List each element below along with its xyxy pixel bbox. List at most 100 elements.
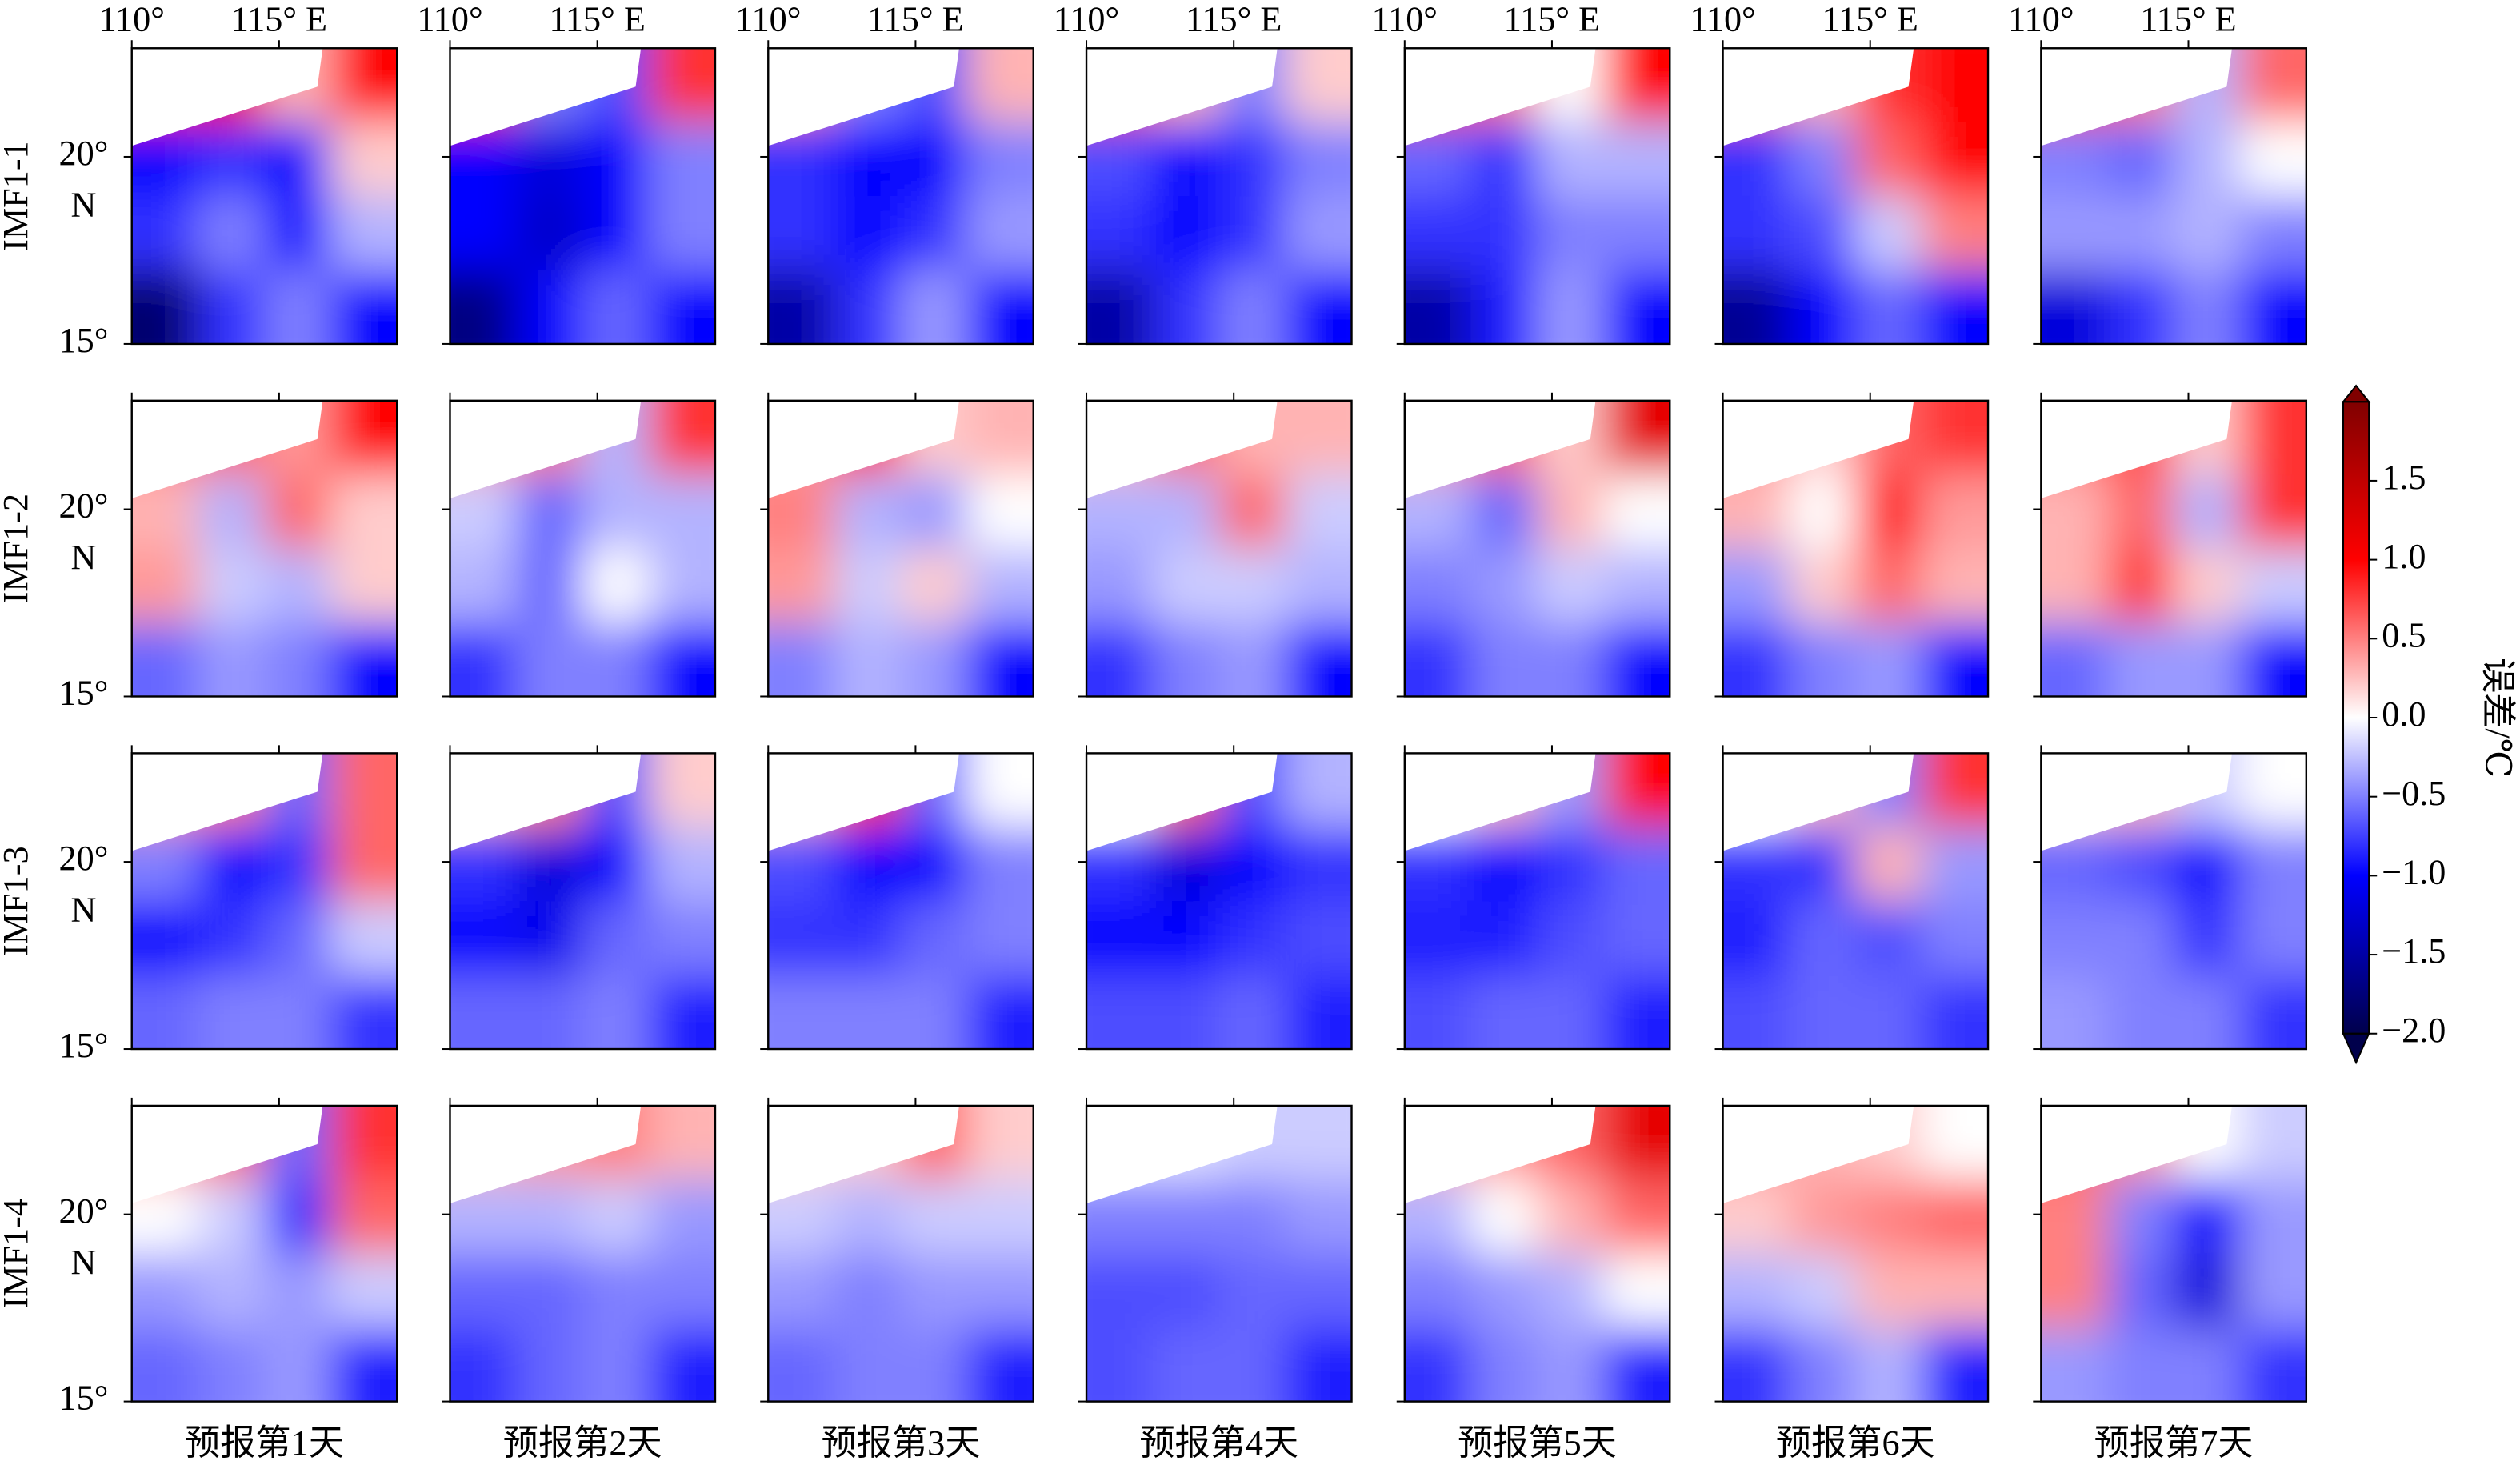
- cell: [966, 122, 1034, 197]
- panel-frame: [2040, 47, 2308, 346]
- land: [1404, 48, 1596, 146]
- cell: [1285, 1327, 1352, 1402]
- cell: [966, 1105, 1034, 1180]
- cell: [1922, 122, 1989, 197]
- panel: [131, 753, 398, 1050]
- cell: [1855, 122, 1922, 197]
- cell: [1152, 474, 1219, 549]
- cell: [1285, 1105, 1352, 1180]
- cell: [2239, 1253, 2306, 1328]
- land: [1086, 48, 1278, 146]
- cell: [1537, 1253, 1604, 1328]
- cell: [901, 1253, 967, 1328]
- column-label: 预报第7天: [2094, 1423, 2254, 1463]
- cell: [1855, 548, 1922, 623]
- cell: [2174, 270, 2240, 344]
- cell: [1404, 270, 1471, 344]
- cell: [1537, 196, 1604, 270]
- land: [131, 753, 323, 851]
- panel-frame: [1722, 399, 1990, 698]
- cell: [768, 1253, 835, 1328]
- land: [1722, 753, 1914, 851]
- cell: [1152, 827, 1219, 902]
- cell: [901, 1327, 967, 1402]
- cell: [516, 975, 583, 1050]
- cell: [901, 1179, 967, 1254]
- cell: [2174, 1253, 2240, 1328]
- cell: [1285, 474, 1352, 549]
- cell: [1086, 270, 1153, 344]
- cell: [2107, 901, 2174, 975]
- panel: [450, 48, 715, 344]
- cell: [582, 1327, 650, 1402]
- cell: [649, 548, 715, 623]
- cell: [834, 122, 902, 197]
- cell: [131, 622, 198, 697]
- cell: [2239, 400, 2306, 475]
- land: [131, 48, 323, 146]
- x-tick-label: 110°: [99, 0, 165, 38]
- panel-frame: [767, 47, 1034, 346]
- cell: [1789, 122, 1856, 197]
- cell: [1285, 753, 1352, 827]
- cell: [2041, 622, 2108, 697]
- land: [768, 753, 959, 851]
- cell: [330, 622, 398, 697]
- panel-frame: [1403, 752, 1671, 1051]
- cell: [1404, 1253, 1471, 1328]
- cell: [1404, 548, 1471, 623]
- cell: [901, 196, 967, 270]
- x-tick-label: 110°: [1690, 0, 1755, 38]
- cell: [131, 196, 198, 270]
- cell: [1789, 1327, 1856, 1402]
- cell: [2174, 901, 2240, 975]
- cell: [1218, 474, 1286, 549]
- panel-frame: [1403, 1104, 1671, 1403]
- cell: [1789, 827, 1856, 902]
- cell: [330, 975, 398, 1050]
- cell: [582, 901, 650, 975]
- cell: [1285, 975, 1352, 1050]
- cell: [1537, 548, 1604, 623]
- cell: [2239, 270, 2306, 344]
- cell: [2174, 622, 2240, 697]
- colorbar-label: 误差/℃: [2478, 658, 2518, 778]
- cell: [131, 1253, 198, 1328]
- cell: [1603, 400, 1670, 475]
- cell: [2239, 122, 2306, 197]
- cell: [966, 827, 1034, 902]
- cell: [1722, 196, 1790, 270]
- land: [1086, 753, 1278, 851]
- x-tick-label: 115° E: [549, 0, 645, 38]
- panel-frame: [130, 399, 398, 698]
- cell: [264, 548, 331, 623]
- cell: [649, 48, 715, 122]
- cell: [649, 270, 715, 344]
- cell: [834, 270, 902, 344]
- cell: [2174, 196, 2240, 270]
- cell: [649, 827, 715, 902]
- cell: [1470, 622, 1538, 697]
- cell: [264, 1253, 331, 1328]
- cell: [1152, 122, 1219, 197]
- cell: [450, 1253, 517, 1328]
- land: [768, 400, 959, 498]
- cell: [966, 1179, 1034, 1254]
- cell: [1855, 474, 1922, 549]
- field: [768, 48, 1034, 344]
- cell: [330, 1105, 398, 1180]
- cell: [1470, 196, 1538, 270]
- cell: [516, 196, 583, 270]
- cell: [966, 48, 1034, 122]
- colorbar-extend-top: [2341, 384, 2371, 403]
- cell: [1470, 474, 1538, 549]
- cell: [2174, 548, 2240, 623]
- cell: [1789, 622, 1856, 697]
- cell: [901, 474, 967, 549]
- panel: [1086, 753, 1352, 1050]
- cell: [2041, 1327, 2108, 1402]
- land: [2041, 753, 2233, 851]
- cell: [2041, 975, 2108, 1050]
- panel: [1722, 1105, 1989, 1402]
